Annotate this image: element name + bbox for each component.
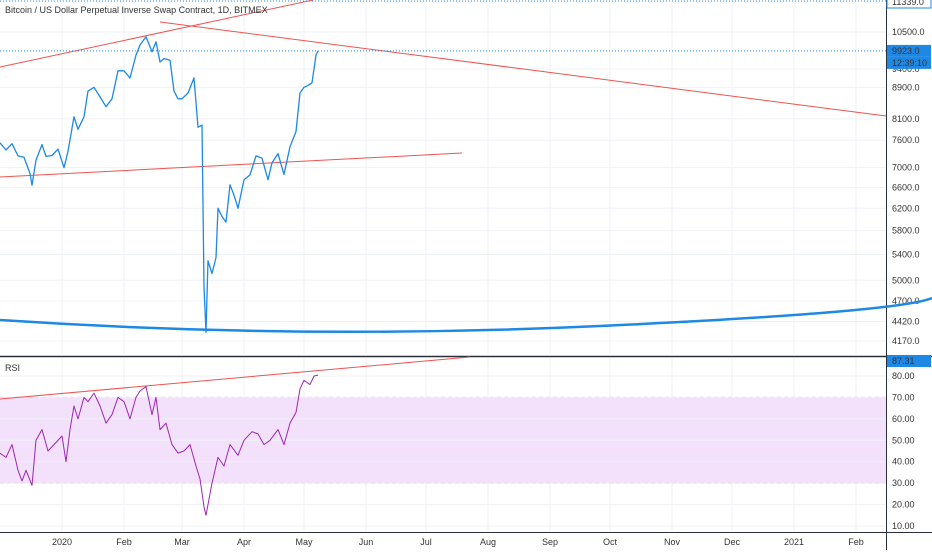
rsi-tick-label: 60.00 xyxy=(892,414,915,424)
rsi-last-label: 87.31 xyxy=(892,356,915,366)
countdown-label: 12:39:10 xyxy=(892,58,927,68)
rsi-tick-label: 80.00 xyxy=(892,371,915,381)
rsi-tick-label: 70.00 xyxy=(892,392,915,402)
price-tick-label: 9400.0 xyxy=(892,64,920,74)
chart-title: Bitcoin / US Dollar Perpetual Inverse Sw… xyxy=(5,5,268,15)
rsi-tick-label: 10.00 xyxy=(892,521,915,531)
rsi-last-label-box xyxy=(887,355,931,367)
x-tick-label: Sep xyxy=(542,537,558,547)
price-tick-label: 8100.0 xyxy=(892,114,920,124)
x-tick-label: Feb xyxy=(116,537,132,547)
x-tick-label: 2021 xyxy=(784,537,804,547)
x-tick-label: Oct xyxy=(603,537,618,547)
x-tick-label: Feb xyxy=(848,537,864,547)
x-tick-label: Mar xyxy=(174,537,190,547)
price-tick-label: 7000.0 xyxy=(892,163,920,173)
rsi-pane-label: RSI xyxy=(5,363,20,373)
top-marker-label-box xyxy=(886,0,932,9)
countdown-label-box xyxy=(887,56,931,69)
rsi-trendline xyxy=(0,356,471,400)
rsi-tick-label: 30.00 xyxy=(892,478,915,488)
price-tick-label: 10500.0 xyxy=(892,27,925,37)
price-tick-label: 5800.0 xyxy=(892,226,920,236)
long-term-curve xyxy=(0,296,932,334)
last-price-label-box xyxy=(887,44,931,57)
price-tick-label: 4420.0 xyxy=(892,317,920,327)
price-tick-label: 5400.0 xyxy=(892,250,920,260)
x-tick-label: Nov xyxy=(664,537,681,547)
trendline-support xyxy=(0,152,463,178)
price-tick-label: 4700.0 xyxy=(892,296,920,306)
price-tick-label: 6600.0 xyxy=(892,182,920,192)
top-marker-label: 11339.0 xyxy=(892,0,924,7)
x-tick-label: Jun xyxy=(359,537,374,547)
x-tick-label: Apr xyxy=(237,537,251,547)
rsi-tick-label: 20.00 xyxy=(892,500,915,510)
trendline-falling xyxy=(159,21,887,117)
x-tick-label: Jul xyxy=(420,537,432,547)
trendline-rising xyxy=(0,0,314,68)
price-tick-label: 5000.0 xyxy=(892,275,920,285)
rsi-tick-label: 40.00 xyxy=(892,457,915,467)
x-tick-label: Dec xyxy=(724,537,741,547)
rsi-tick-label: 50.00 xyxy=(892,435,915,445)
x-tick-label: May xyxy=(295,537,313,547)
x-tick-label: 2020 xyxy=(52,537,72,547)
rsi-series-line xyxy=(0,374,319,516)
price-tick-label: 8900.0 xyxy=(892,82,920,92)
price-tick-label: 4170.0 xyxy=(892,336,920,346)
price-tick-label: 6200.0 xyxy=(892,203,920,213)
price-series-line xyxy=(0,36,319,333)
last-price-label: 9923.0 xyxy=(892,46,920,56)
x-tick-label: Aug xyxy=(480,537,496,547)
price-tick-label: 7600.0 xyxy=(892,135,920,145)
